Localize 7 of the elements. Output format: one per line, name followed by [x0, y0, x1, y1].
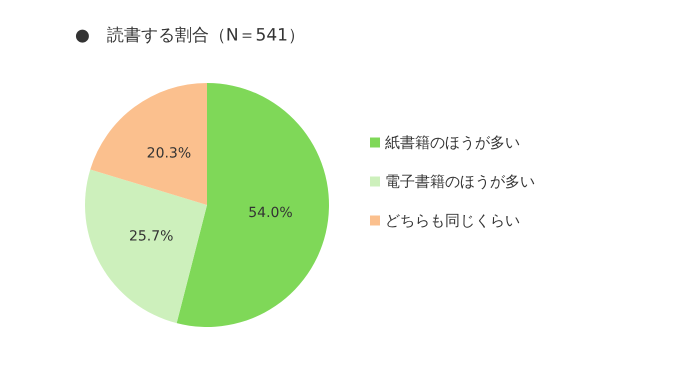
- chart-title: ● 読書する割合（N＝541）: [75, 26, 305, 46]
- legend-label: 紙書籍のほうが多い: [385, 134, 520, 152]
- data-label: 25.7%: [128, 228, 174, 244]
- data-label: 20.3%: [146, 146, 192, 162]
- data-label: 54.0%: [248, 205, 293, 222]
- legend-label: どちらも同じくらい: [385, 212, 520, 230]
- legend-label: 電子書籍のほうが多い: [385, 172, 535, 190]
